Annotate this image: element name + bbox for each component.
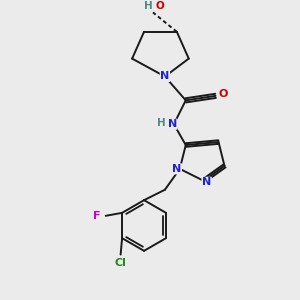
Text: F: F	[93, 211, 100, 221]
Text: N: N	[172, 164, 182, 174]
Text: N: N	[160, 71, 170, 82]
Text: N: N	[168, 119, 177, 129]
Text: H: H	[157, 118, 166, 128]
Text: Cl: Cl	[115, 259, 127, 269]
Text: N: N	[202, 177, 211, 187]
Text: O: O	[155, 1, 164, 11]
Text: O: O	[218, 89, 228, 99]
Text: H: H	[144, 1, 153, 11]
